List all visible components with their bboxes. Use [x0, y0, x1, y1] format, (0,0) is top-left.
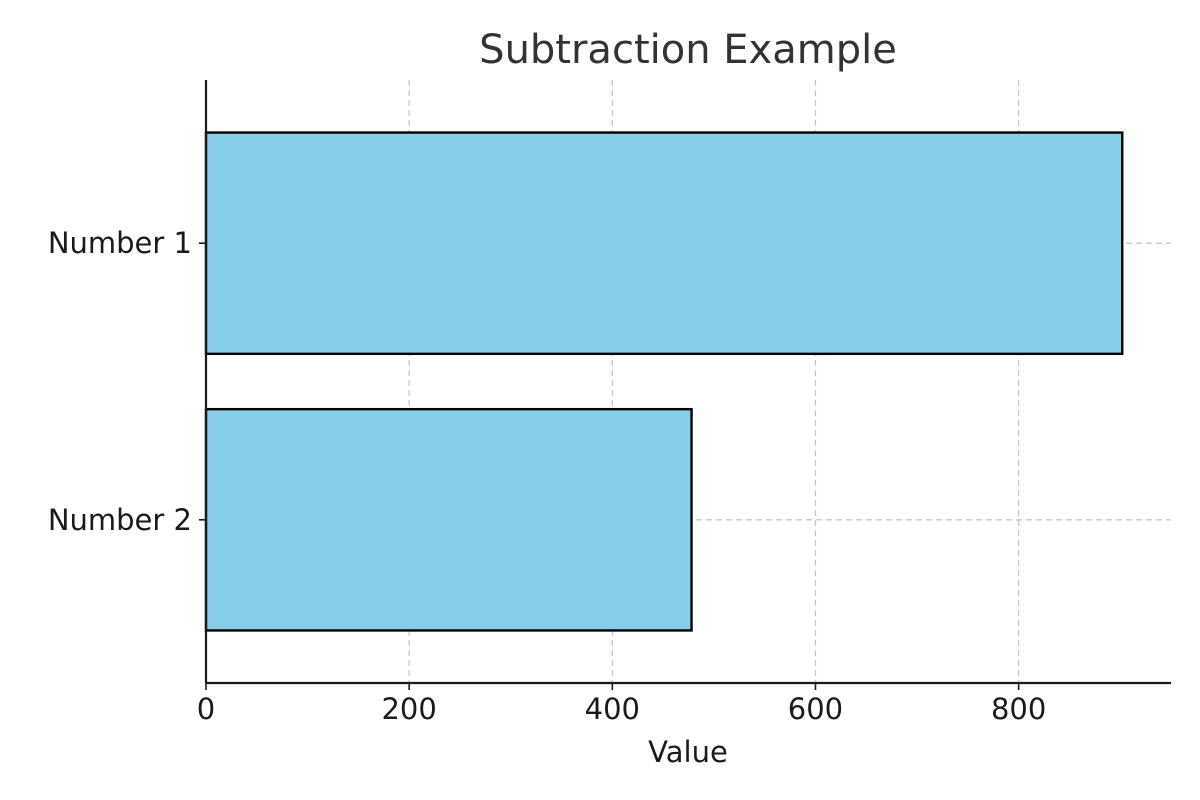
bars	[204, 131, 1124, 632]
x-tick-label: 800	[991, 692, 1046, 726]
y-tick-label: Number 2	[48, 503, 192, 537]
chart-title: Subtraction Example	[479, 27, 897, 73]
bar-1	[204, 131, 1124, 356]
y-ticks: Number 1 Number 2	[48, 226, 206, 537]
x-tick-label: 600	[788, 692, 843, 726]
x-tick-label: 400	[585, 692, 640, 726]
bar-2	[204, 407, 693, 632]
x-tick-label: 200	[381, 692, 436, 726]
y-tick-label: Number 1	[48, 226, 192, 260]
x-tick-label: 0	[197, 692, 215, 726]
x-ticks: 0 200 400 600 800	[197, 683, 1046, 726]
axes	[204, 80, 1171, 685]
x-axis-label: Value	[648, 735, 728, 769]
